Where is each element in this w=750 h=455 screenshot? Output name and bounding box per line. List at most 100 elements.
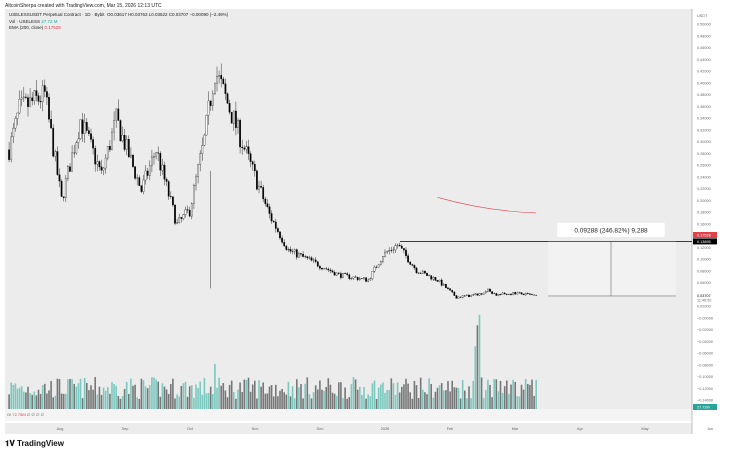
- volume-bar: [128, 393, 130, 409]
- candle: [396, 244, 399, 246]
- candle: [18, 99, 21, 114]
- candle: [58, 174, 61, 182]
- candle: [371, 270, 374, 279]
- price-axis-label: 0.08000: [697, 269, 711, 273]
- candle: [421, 270, 424, 274]
- volume-bar: [138, 398, 141, 409]
- candle: [29, 97, 31, 107]
- candle: [54, 151, 57, 157]
- volume-bar: [241, 392, 243, 409]
- price-chart[interactable]: USDT 0.50000 0.48000 0.46000 0.44000 0.42000 0…: [5, 9, 750, 434]
- candle: [302, 253, 304, 257]
- candle: [510, 293, 512, 295]
- volume-bar: [516, 396, 519, 409]
- volume-bar: [527, 383, 529, 409]
- volume-bar: [430, 383, 432, 409]
- volume-bar: [182, 383, 185, 409]
- volume-bar: [142, 380, 145, 409]
- candle: [424, 270, 426, 274]
- candle: [35, 90, 38, 96]
- candle: [379, 261, 382, 265]
- price-axis-label: −0.14000: [697, 399, 713, 403]
- candle: [352, 276, 355, 279]
- ema-200-line: [437, 197, 537, 214]
- volume-bar: [459, 398, 462, 409]
- candle: [130, 154, 132, 158]
- oi-legend[interactable]: OI 72.75M ∅ ∅ ∅ ∅: [7, 412, 44, 417]
- volume-bar: [503, 386, 506, 409]
- candle: [201, 145, 204, 154]
- candle: [497, 294, 500, 296]
- volume-bar: [115, 385, 117, 409]
- volume-bar: [495, 379, 498, 409]
- volume-label[interactable]: Vol · USELESS: [9, 18, 41, 24]
- volume-bar: [493, 379, 495, 409]
- volume-bar: [172, 378, 174, 409]
- volume-bar: [230, 380, 233, 409]
- price-axis-label: 0.36000: [697, 105, 711, 109]
- candle: [260, 185, 262, 188]
- candle: [39, 101, 42, 103]
- volume-bar: [69, 378, 71, 409]
- candle: [115, 108, 118, 121]
- time-axis: [5, 423, 692, 434]
- price-axis-label: 0.26000: [697, 164, 711, 168]
- volume-bar: [279, 390, 281, 409]
- candle: [482, 292, 485, 295]
- volume-badge-bg: [693, 404, 717, 410]
- volume-bar: [296, 379, 298, 409]
- volume-bar: [466, 398, 468, 409]
- volume-bar: [67, 379, 69, 409]
- volume-bar: [426, 394, 428, 409]
- ema-label[interactable]: EMA (200, close): [9, 25, 44, 31]
- volume-bar: [333, 393, 336, 409]
- volume-bar: [415, 385, 418, 409]
- volume-bar: [235, 398, 237, 409]
- volume-bar: [52, 397, 54, 409]
- candle: [337, 272, 340, 274]
- price-axis-label: 0.18000: [697, 211, 711, 215]
- candle: [501, 292, 504, 295]
- volume-bar: [233, 391, 235, 409]
- candle: [333, 272, 336, 276]
- volume-bar: [144, 386, 147, 409]
- volume-bar: [119, 398, 122, 409]
- volume-bar: [33, 391, 36, 409]
- candle: [432, 277, 435, 280]
- candle: [211, 93, 214, 106]
- price-axis-label: 0.32000: [697, 128, 711, 132]
- candle: [22, 96, 25, 99]
- candle: [85, 122, 88, 131]
- volume-bar: [363, 387, 365, 409]
- volume-bar: [56, 378, 59, 409]
- volume-bar: [153, 377, 155, 409]
- candle: [220, 75, 223, 80]
- candle: [104, 157, 107, 169]
- volume-bar: [222, 383, 225, 409]
- volume-bar: [361, 394, 363, 409]
- candle: [514, 292, 517, 295]
- candle: [478, 293, 481, 296]
- volume-bar: [323, 390, 325, 409]
- price-axis-unit: USDT: [697, 14, 708, 18]
- candle: [453, 291, 456, 296]
- candle: [186, 209, 189, 211]
- candle: [327, 268, 330, 271]
- price-axis-label: 0.50000: [697, 23, 711, 27]
- candle: [277, 228, 279, 232]
- time-axis-label: Feb: [447, 427, 454, 431]
- candle: [367, 279, 370, 282]
- candle: [121, 134, 124, 142]
- volume-bar: [41, 385, 44, 409]
- candle: [132, 154, 134, 167]
- candle: [522, 293, 525, 296]
- symbol-info[interactable]: USELESSUSDT Perpetual Contract · 1D · By…: [9, 12, 105, 17]
- price-axis-label: 0.22000: [697, 187, 711, 191]
- volume-bar: [396, 382, 399, 409]
- volume-value: 27.72 M: [41, 18, 58, 24]
- volume-bar: [447, 381, 449, 409]
- volume-bar: [161, 383, 164, 409]
- volume-bar: [212, 394, 214, 409]
- candle: [127, 138, 130, 158]
- volume-bar: [218, 377, 220, 409]
